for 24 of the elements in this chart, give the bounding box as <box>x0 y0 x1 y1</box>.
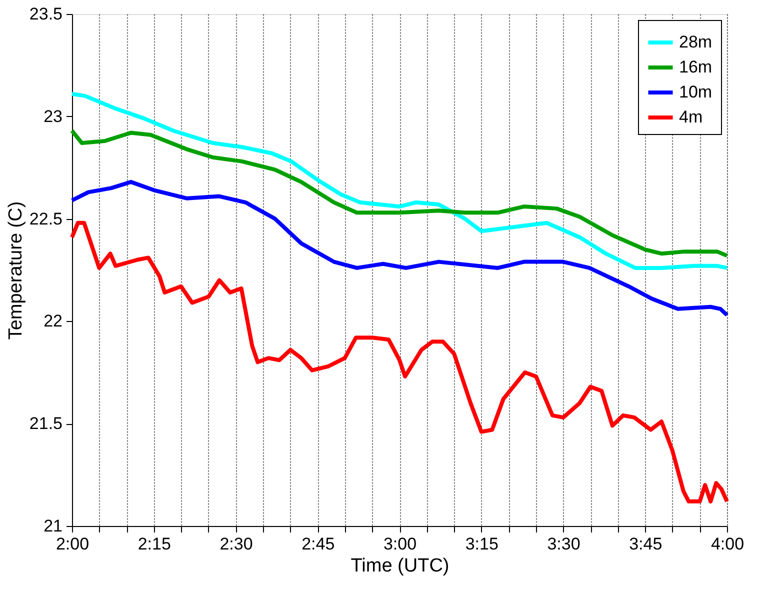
y-tick-label: 22 <box>44 312 62 331</box>
line-series <box>70 180 729 318</box>
legend-label: 4m <box>679 108 703 126</box>
x-tick-label: 3:30 <box>547 534 580 554</box>
line-series <box>70 220 729 504</box>
y-tick-label: 23 <box>44 106 62 126</box>
line-series <box>70 128 729 258</box>
y-tick-label: 21 <box>44 516 62 536</box>
x-tick-label: 2:30 <box>220 534 253 554</box>
x-tick-label: 3:15 <box>465 534 498 554</box>
legend-label: 16m <box>679 58 712 76</box>
x-tick-label: 2:15 <box>138 534 171 554</box>
y-tick-label: 23.5 <box>29 4 62 24</box>
legend-label: 10m <box>679 82 712 102</box>
x-tick-label: 3:45 <box>629 534 662 554</box>
x-tick-label: 3:00 <box>383 534 417 554</box>
y-tick-label: 21.5 <box>29 414 62 434</box>
x-axis-title: Time (UTC) <box>350 556 450 576</box>
x-tick-label: 2:45 <box>302 534 335 554</box>
y-axis-title: Temperature (C) <box>5 201 26 340</box>
x-tick-label: 4:00 <box>710 534 744 554</box>
y-tick-label: 22.5 <box>29 209 62 228</box>
x-tick-label: 2:00 <box>56 534 90 554</box>
legend-label: 28m <box>679 32 712 52</box>
